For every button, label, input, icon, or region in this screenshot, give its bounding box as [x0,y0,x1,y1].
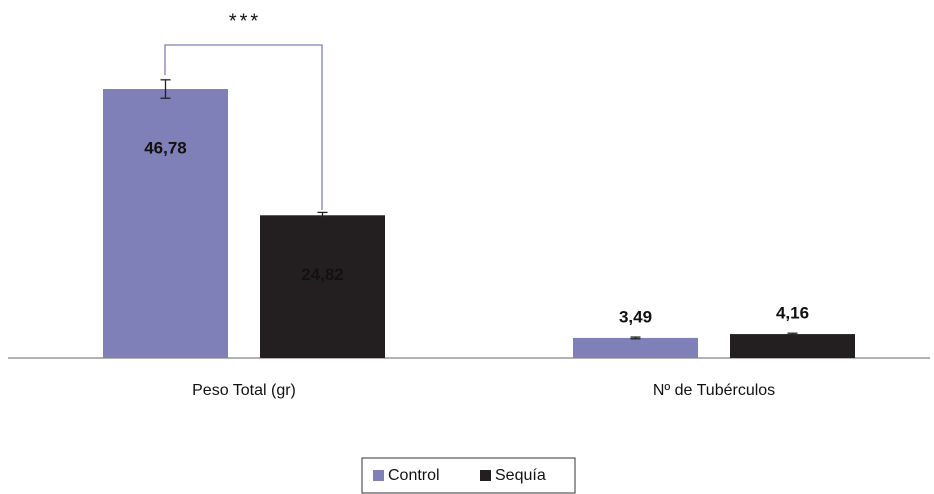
significance-bracket [164,44,323,210]
error-bar [160,79,171,99]
x-tick-label: Peso Total (gr) [192,382,296,399]
value-label: 46,78 [144,138,187,157]
error-bar [787,332,798,336]
legend-swatch [480,470,491,481]
bar [730,334,855,358]
value-label: 4,16 [776,304,809,323]
value-label: 24,82 [301,265,344,284]
significance-label: *** [229,10,261,32]
legend-box [361,457,576,494]
bar [103,89,228,358]
value-label: 3,49 [619,307,652,326]
error-bar [630,336,641,340]
x-tick-label: Nº de Tubérculos [653,382,775,399]
legend-label: Control [388,467,440,484]
bar [573,337,698,358]
error-bar [317,211,328,219]
legend-label: Sequía [495,467,546,484]
bar [260,215,385,358]
legend-swatch [373,470,384,481]
